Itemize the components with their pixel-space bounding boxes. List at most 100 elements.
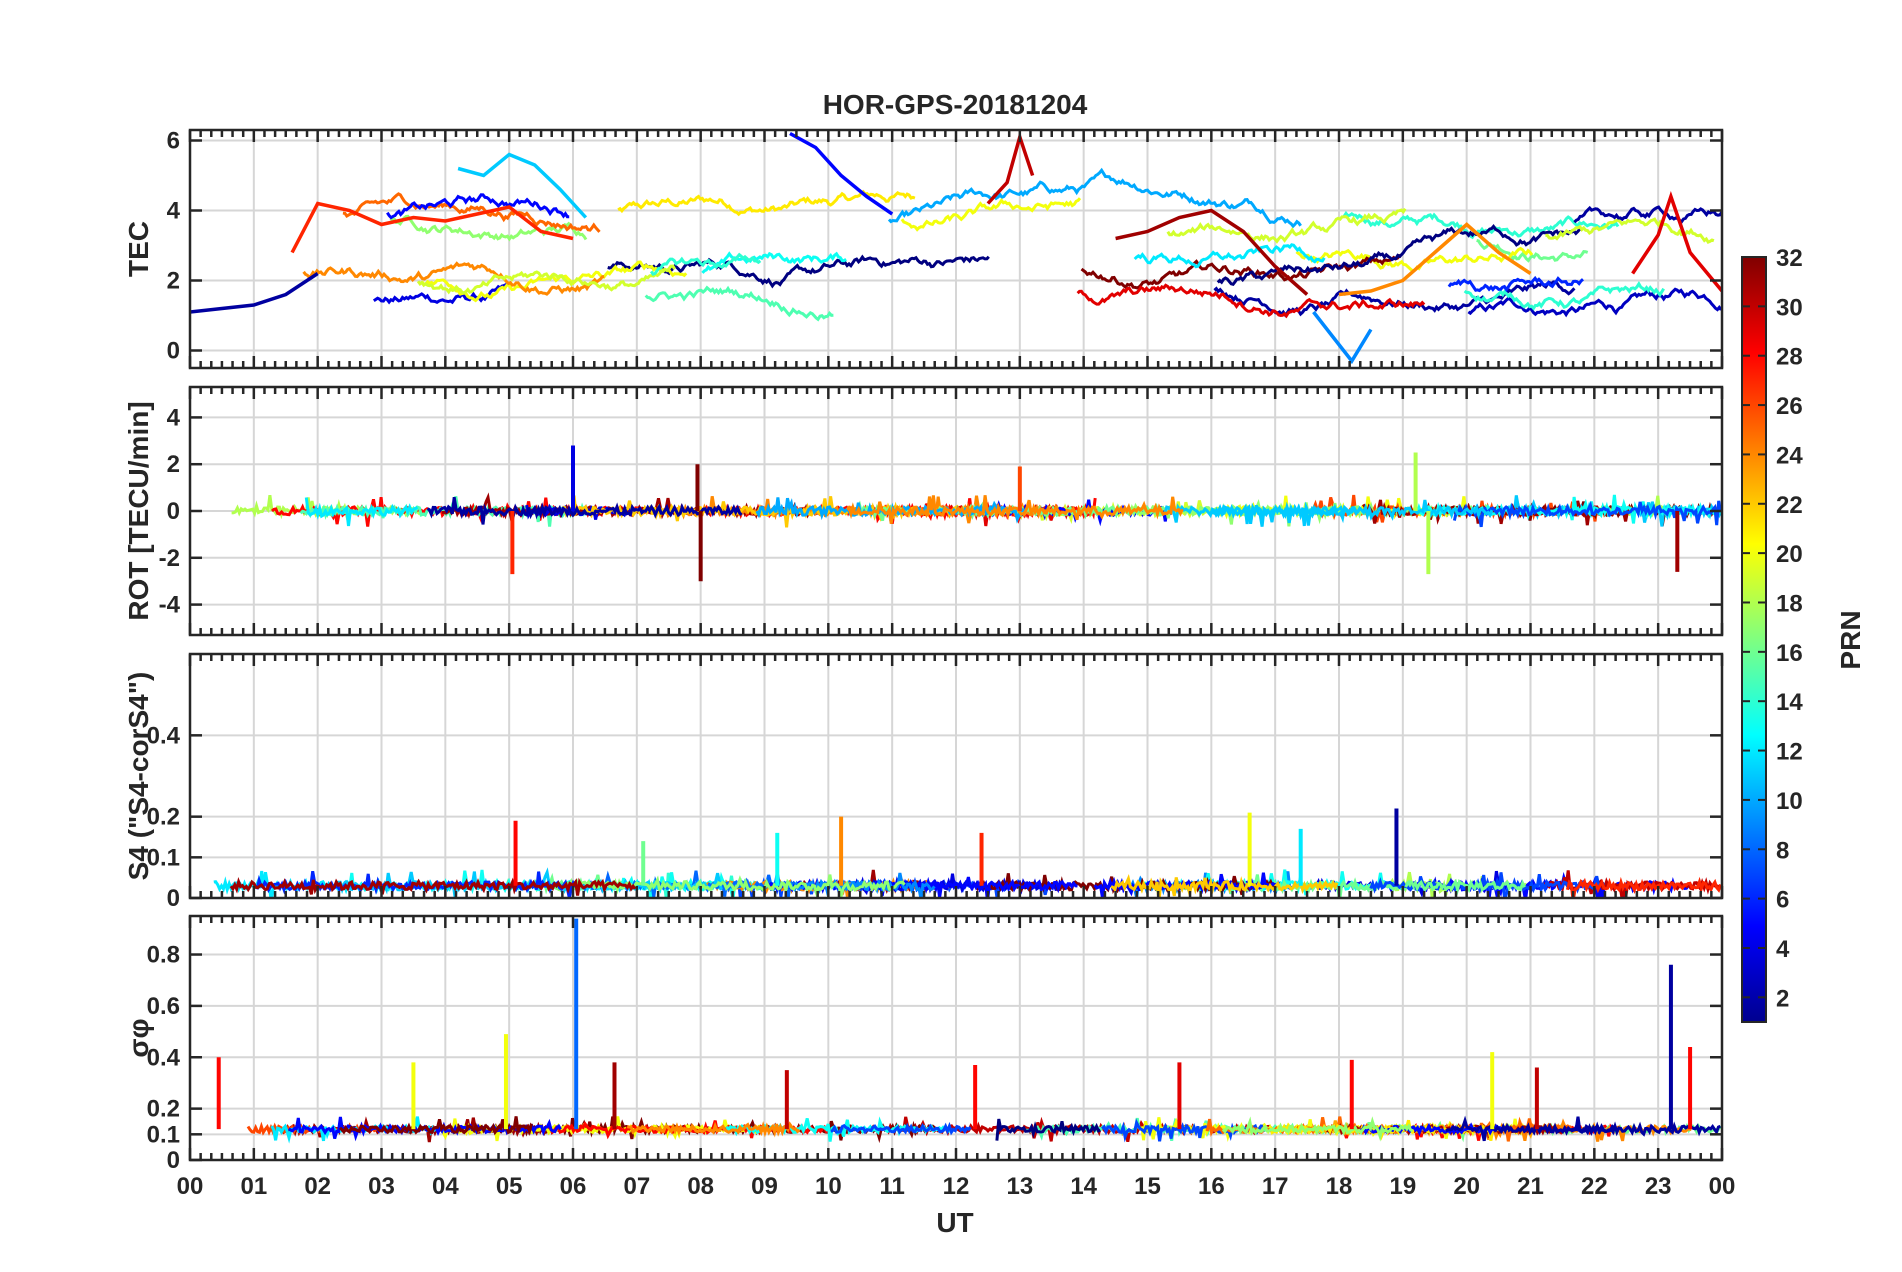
series-trace <box>1463 281 1665 311</box>
x-tick-label: 16 <box>1198 1173 1225 1200</box>
y-tick-label: 2 <box>167 268 180 295</box>
x-tick-label: 18 <box>1326 1173 1353 1200</box>
series-line-prn-11 <box>457 152 588 219</box>
colorbar-tick-label: 30 <box>1776 294 1803 321</box>
y-tick-label: 6 <box>167 128 180 155</box>
series-trace <box>342 192 601 233</box>
series-trace <box>304 497 419 527</box>
series-trace <box>770 872 936 898</box>
series-trace <box>229 876 637 896</box>
y-tick-label: 0 <box>167 338 180 365</box>
y-tick-label: 0.2 <box>147 1096 180 1123</box>
colorbar-tick-label: 22 <box>1776 492 1803 519</box>
series-trace <box>1207 499 1494 527</box>
series-trace <box>338 1116 533 1136</box>
y-tick-label: -4 <box>159 592 181 619</box>
series-trace <box>626 1121 801 1138</box>
series-trace <box>1369 872 1605 898</box>
panel-sigma-phi: 00.10.2 0.4 0.6 0.8 σφ <box>123 914 1724 1174</box>
x-tick-label: 11 <box>879 1173 904 1200</box>
y-axis-label: ROT [TECU/min] <box>123 401 154 620</box>
series-trace <box>1342 210 1620 240</box>
series-trace <box>386 193 570 220</box>
series-trace <box>1476 238 1589 263</box>
series-line-prn-30 <box>986 131 1035 205</box>
series-trace <box>649 252 762 276</box>
x-tick-label: 03 <box>368 1173 395 1200</box>
colorbar-tick-label: 26 <box>1776 393 1803 420</box>
panel-s4: 0 0.1 0.2 0.4S4 ("S4-corS4") <box>123 652 1724 912</box>
axis-ticks <box>188 916 1724 1162</box>
y-axis-label: S4 ("S4-corS4") <box>123 672 154 881</box>
axis-ticks <box>188 130 1724 368</box>
x-axis-tick-labels: 00 01 02 03 04 05 06 07 08 09 10 11 12 13 14 15 16 17 18 19… <box>177 1173 1736 1200</box>
colorbar-tick-label: 10 <box>1776 788 1803 815</box>
y-axis-label: TEC <box>123 221 154 277</box>
series-line-prn-29 <box>1631 191 1722 293</box>
y-tick-label: 0.2 <box>147 804 180 831</box>
series-trace <box>644 285 834 322</box>
series-trace <box>1447 275 1585 293</box>
x-tick-label: 07 <box>623 1173 650 1200</box>
y-tick-label: -2 <box>159 545 180 572</box>
series-line-prn-9 <box>1312 310 1373 365</box>
x-tick-label: 15 <box>1134 1173 1161 1200</box>
series-trace <box>1133 243 1326 269</box>
x-tick-label: 20 <box>1453 1173 1480 1200</box>
x-tick-label: 21 <box>1517 1173 1544 1200</box>
series-trace <box>1452 500 1722 528</box>
y-tick-label: 2 <box>167 451 180 478</box>
chart-title: HOR-GPS-20181204 <box>823 89 1088 120</box>
x-tick-label: 08 <box>687 1173 714 1200</box>
y-tick-label: 0 <box>167 498 180 525</box>
series-line-prn-27 <box>290 201 574 254</box>
series-line-prn-31 <box>1115 208 1309 296</box>
x-tick-label: 13 <box>1006 1173 1033 1200</box>
series-trace <box>1404 878 1526 896</box>
x-tick-label: 00 <box>1709 1173 1736 1200</box>
data-layer <box>216 918 1722 1144</box>
data-layer <box>190 131 1722 365</box>
y-tick-label: 0.8 <box>147 942 180 969</box>
x-tick-label: 09 <box>751 1173 778 1200</box>
x-axis-label: UT <box>936 1207 973 1238</box>
series-trace <box>846 495 1184 524</box>
colorbar-tick-label: 6 <box>1776 887 1789 914</box>
colorbar-gradient <box>1741 256 1767 1023</box>
y-tick-label: 0.4 <box>147 722 181 749</box>
series-trace <box>426 496 743 525</box>
x-tick-label: 22 <box>1581 1173 1608 1200</box>
x-tick-label: 12 <box>943 1173 970 1200</box>
series-line-prn-24 <box>1338 222 1532 297</box>
series-trace <box>1565 876 1722 898</box>
x-tick-label: 04 <box>432 1173 459 1200</box>
series-line-prn-5 <box>789 131 894 216</box>
colorbar-tick-label: 24 <box>1776 442 1803 469</box>
colorbar-tick-label: 28 <box>1776 344 1803 371</box>
series-trace <box>416 264 676 295</box>
colorbar-label: PRN <box>1835 610 1866 669</box>
series-trace <box>1076 283 1426 319</box>
y-tick-label: 0.6 <box>147 993 180 1020</box>
colorbar-tick-label: 12 <box>1776 739 1803 766</box>
series-trace <box>900 197 1082 232</box>
colorbar-tick-label: 20 <box>1776 541 1803 568</box>
colorbar-tick-label: 14 <box>1776 689 1803 716</box>
series-trace <box>389 214 588 242</box>
y-tick-label: 4 <box>167 404 181 431</box>
y-axis-label: σφ <box>123 1018 154 1057</box>
series-trace <box>1573 205 1722 224</box>
colorbar-tick-label: 8 <box>1776 837 1789 864</box>
x-tick-label: 10 <box>815 1173 842 1200</box>
series-trace <box>1445 1115 1617 1142</box>
series-line-prn-2 <box>190 272 319 314</box>
series-trace <box>1467 287 1722 318</box>
x-tick-label: 17 <box>1262 1173 1289 1200</box>
series-trace <box>830 1121 972 1136</box>
colorbar-tick-label: 32 <box>1776 245 1803 272</box>
series-trace <box>302 261 605 296</box>
